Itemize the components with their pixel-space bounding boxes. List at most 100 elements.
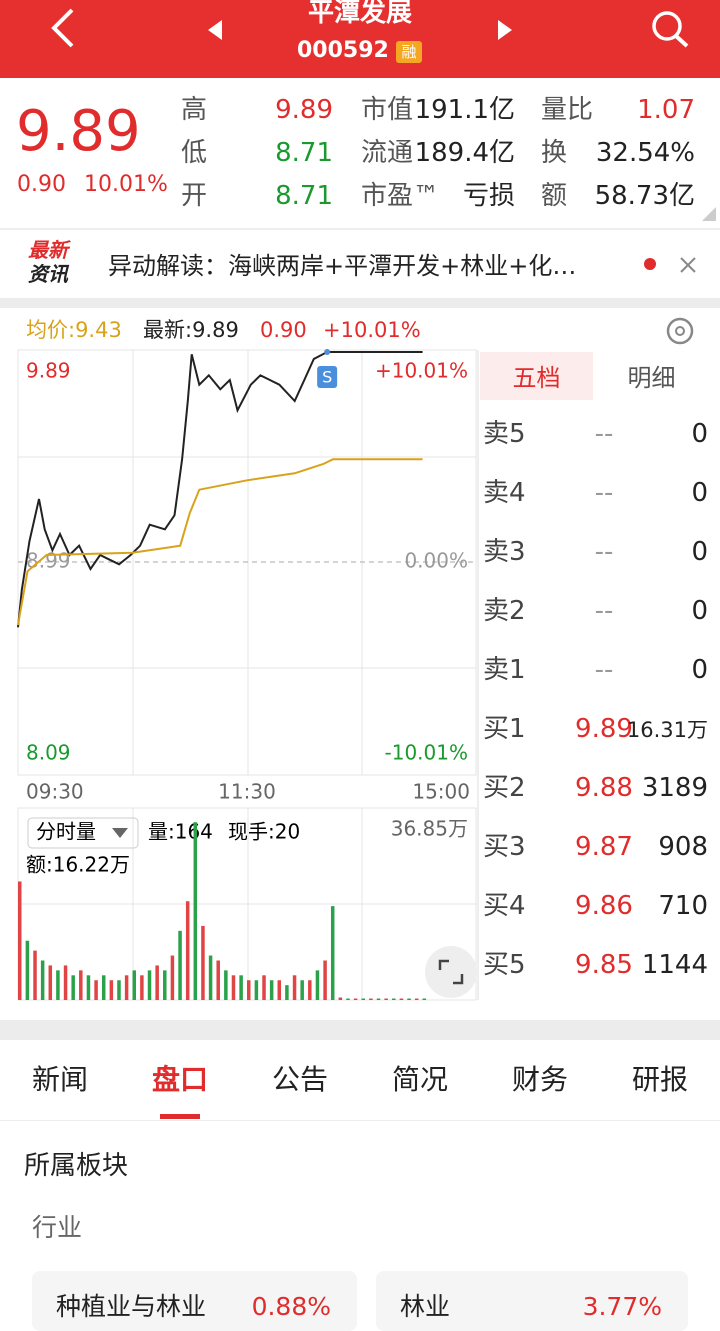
sector-change: 3.77%: [582, 1292, 662, 1321]
volume-bar: [101, 975, 106, 1000]
book-label: 卖4: [483, 478, 526, 508]
stat-label: 高: [181, 95, 208, 125]
prev-stock[interactable]: [208, 20, 222, 40]
dropdown-arrow: [112, 828, 128, 838]
back-button[interactable]: [51, 8, 74, 48]
book-volume: 0: [691, 478, 708, 508]
change-pct: 10.01%: [84, 172, 168, 197]
book-volume: 710: [658, 891, 708, 921]
y2-tick-label: +10.01%: [375, 359, 468, 383]
volume-bar: [338, 997, 343, 1000]
header-icons: [51, 8, 689, 48]
book-label: 卖2: [483, 596, 526, 626]
stat-value: 8.71: [275, 181, 333, 211]
annotation: S: [322, 368, 332, 387]
stat-label: 开: [181, 181, 208, 211]
volume-bar: [346, 998, 350, 1000]
volume-bar: [109, 980, 114, 1000]
stat-value: 191.1亿: [414, 95, 515, 125]
volume-bar: [208, 955, 213, 1000]
nav-tab[interactable]: 盘口: [151, 1063, 208, 1096]
stat-value: 32.54%: [595, 138, 695, 168]
settings-icon[interactable]: [666, 317, 694, 345]
news-text[interactable]: 异动解读：海峡两岸+平潭开发+林业+化…: [108, 252, 577, 280]
volume-selector[interactable]: [27, 817, 139, 849]
chart-header: 最新:9.89: [143, 318, 239, 342]
book-volume: 1144: [641, 950, 708, 980]
volume-bar: [124, 975, 129, 1000]
book-tab[interactable]: 明细: [627, 364, 676, 392]
nav-tab[interactable]: 新闻: [31, 1063, 88, 1096]
book-volume: 0: [691, 596, 708, 626]
book-price: 9.87: [575, 832, 633, 862]
sector-name: 种植业与林业: [56, 1292, 207, 1321]
expand-button[interactable]: [425, 946, 477, 998]
volume-bar: [361, 998, 365, 1000]
divider: [0, 228, 720, 230]
y-tick-label: 8.09: [26, 741, 71, 765]
book-price: 9.89: [575, 714, 633, 744]
book-volume: 0: [691, 419, 708, 449]
search-button[interactable]: [652, 11, 689, 48]
volume-bar: [79, 970, 83, 1000]
book-volume: 908: [658, 832, 708, 862]
book-volume: 0: [691, 537, 708, 567]
sector-card[interactable]: [376, 1271, 688, 1331]
section-subtitle: 行业: [32, 1213, 83, 1242]
volume-bar: [48, 965, 53, 1000]
volume-bar: [323, 960, 327, 1000]
volume-bar: [399, 998, 404, 1000]
volume-bar: [178, 930, 182, 1000]
book-volume: 16.31万: [626, 718, 708, 742]
book-price: --: [594, 596, 614, 626]
stat-value: 亏损: [462, 181, 515, 211]
volume-bar: [269, 980, 274, 1000]
volume-bar: [254, 980, 259, 1000]
divider: [0, 1020, 720, 1040]
volume-bar: [86, 975, 91, 1000]
chart: 均价:9.43 最新:9.89 0.90 +10.01% 8.09 8.99 9.89 -10…: [17, 317, 694, 1001]
volume-bar: [163, 970, 167, 1000]
volume-bar: [94, 980, 98, 1000]
volume-bar: [40, 960, 45, 1000]
stat-label: 市盈™: [361, 181, 440, 211]
book-label: 卖3: [483, 537, 526, 567]
stat-label: 流通: [361, 138, 414, 168]
book-tab[interactable]: 五档: [512, 364, 561, 392]
volume-bar: [262, 975, 266, 1000]
volume-bar: [376, 998, 381, 1000]
nav-tab[interactable]: 财务: [511, 1063, 568, 1096]
nav-tab[interactable]: 公告: [271, 1063, 328, 1096]
volume-bar: [224, 970, 228, 1000]
nav-tab[interactable]: 简况: [391, 1063, 448, 1096]
book-price: --: [594, 419, 614, 449]
next-stock[interactable]: [498, 20, 512, 40]
price-line: [17, 351, 423, 628]
stat-value: 8.71: [275, 138, 333, 168]
volume-bar: [155, 965, 159, 1000]
volume-bar: [247, 980, 251, 1000]
volume-bar: [147, 970, 152, 1000]
y2-tick-label: -10.01%: [385, 741, 468, 765]
stat-label: 额: [541, 181, 568, 211]
volume-bar: [369, 998, 373, 1000]
volume-bar: [392, 998, 396, 1000]
high-point: [324, 349, 331, 355]
volume-bar: [18, 881, 22, 1000]
volume-bar: [422, 998, 427, 1000]
volume-label: 额:16.22万: [26, 853, 130, 877]
x-tick-label: 15:00: [412, 780, 470, 804]
book-label: 卖1: [483, 655, 526, 685]
volume-bar: [384, 998, 388, 1000]
volume-bar: [56, 970, 60, 1000]
volume-bar: [277, 980, 282, 1000]
news-logo: 最新: [28, 238, 68, 262]
top-bar: [0, 0, 720, 78]
y-tick-label: 9.89: [26, 359, 71, 383]
book-price: --: [594, 537, 614, 567]
nav-tab[interactable]: 研报: [631, 1063, 688, 1096]
close-news[interactable]: [678, 255, 698, 275]
sector-card[interactable]: [32, 1271, 357, 1331]
book-price: 9.86: [575, 891, 633, 921]
